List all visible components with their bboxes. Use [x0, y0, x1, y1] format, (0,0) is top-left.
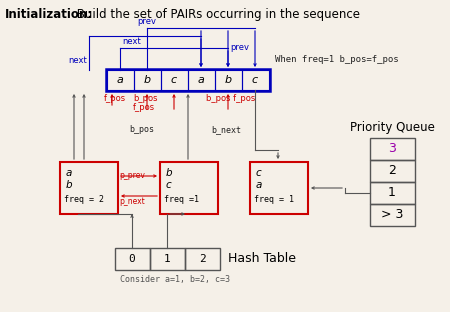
Bar [134, 70, 161, 90]
Text: prev: prev [230, 43, 249, 52]
Text: p_prev: p_prev [119, 171, 145, 180]
Text: f_pos: f_pos [104, 94, 126, 103]
Text: c: c [166, 180, 172, 190]
Bar [215, 70, 242, 90]
Text: next: next [68, 56, 87, 65]
Bar [370, 138, 415, 160]
Bar [188, 70, 215, 90]
Text: Build the set of PAIRs occurring in the sequence: Build the set of PAIRs occurring in the … [73, 8, 360, 21]
Text: prev: prev [138, 17, 157, 26]
Bar [160, 162, 218, 214]
Text: Initialization:: Initialization: [5, 8, 93, 21]
Text: Consider a=1, b=2, c=3: Consider a=1, b=2, c=3 [120, 275, 230, 284]
Text: a: a [256, 180, 262, 190]
Text: b_next: b_next [211, 125, 241, 134]
Bar [370, 160, 415, 182]
Text: freq = 1: freq = 1 [254, 195, 294, 204]
Text: 0: 0 [129, 254, 135, 264]
Bar [107, 70, 134, 90]
Text: Priority Queue: Priority Queue [350, 121, 434, 134]
Text: c: c [256, 168, 262, 178]
Text: b_pos f_pos: b_pos f_pos [206, 94, 255, 103]
Text: freq = 2: freq = 2 [64, 195, 104, 204]
Text: 1: 1 [164, 254, 171, 264]
Text: 2: 2 [388, 164, 396, 178]
Bar [60, 162, 118, 214]
Text: Hash Table: Hash Table [228, 252, 296, 266]
Text: 2: 2 [198, 254, 205, 264]
Text: c: c [171, 75, 177, 85]
Text: b: b [166, 168, 173, 178]
Text: a: a [66, 168, 72, 178]
Text: c: c [252, 75, 258, 85]
Bar [115, 248, 150, 270]
Text: a: a [198, 75, 204, 85]
Text: b: b [225, 75, 232, 85]
Text: b_pos: b_pos [129, 125, 154, 134]
Bar [106, 69, 270, 91]
Bar [242, 70, 269, 90]
Text: b_pos: b_pos [133, 94, 158, 103]
Bar [150, 248, 185, 270]
Bar [370, 204, 415, 226]
Bar [370, 182, 415, 204]
Text: b: b [66, 180, 72, 190]
Text: p_next: p_next [119, 197, 145, 206]
Text: 1: 1 [388, 187, 396, 199]
Bar [250, 162, 308, 214]
Text: 3: 3 [388, 143, 396, 155]
Text: b: b [144, 75, 151, 85]
Text: next: next [122, 37, 141, 46]
Text: f_pos: f_pos [133, 103, 155, 112]
Text: a: a [117, 75, 123, 85]
Text: freq =1: freq =1 [164, 195, 199, 204]
Text: When freq=1 b_pos=f_pos: When freq=1 b_pos=f_pos [275, 55, 399, 64]
Bar [161, 70, 188, 90]
Text: > 3: > 3 [381, 208, 403, 222]
Bar [185, 248, 220, 270]
